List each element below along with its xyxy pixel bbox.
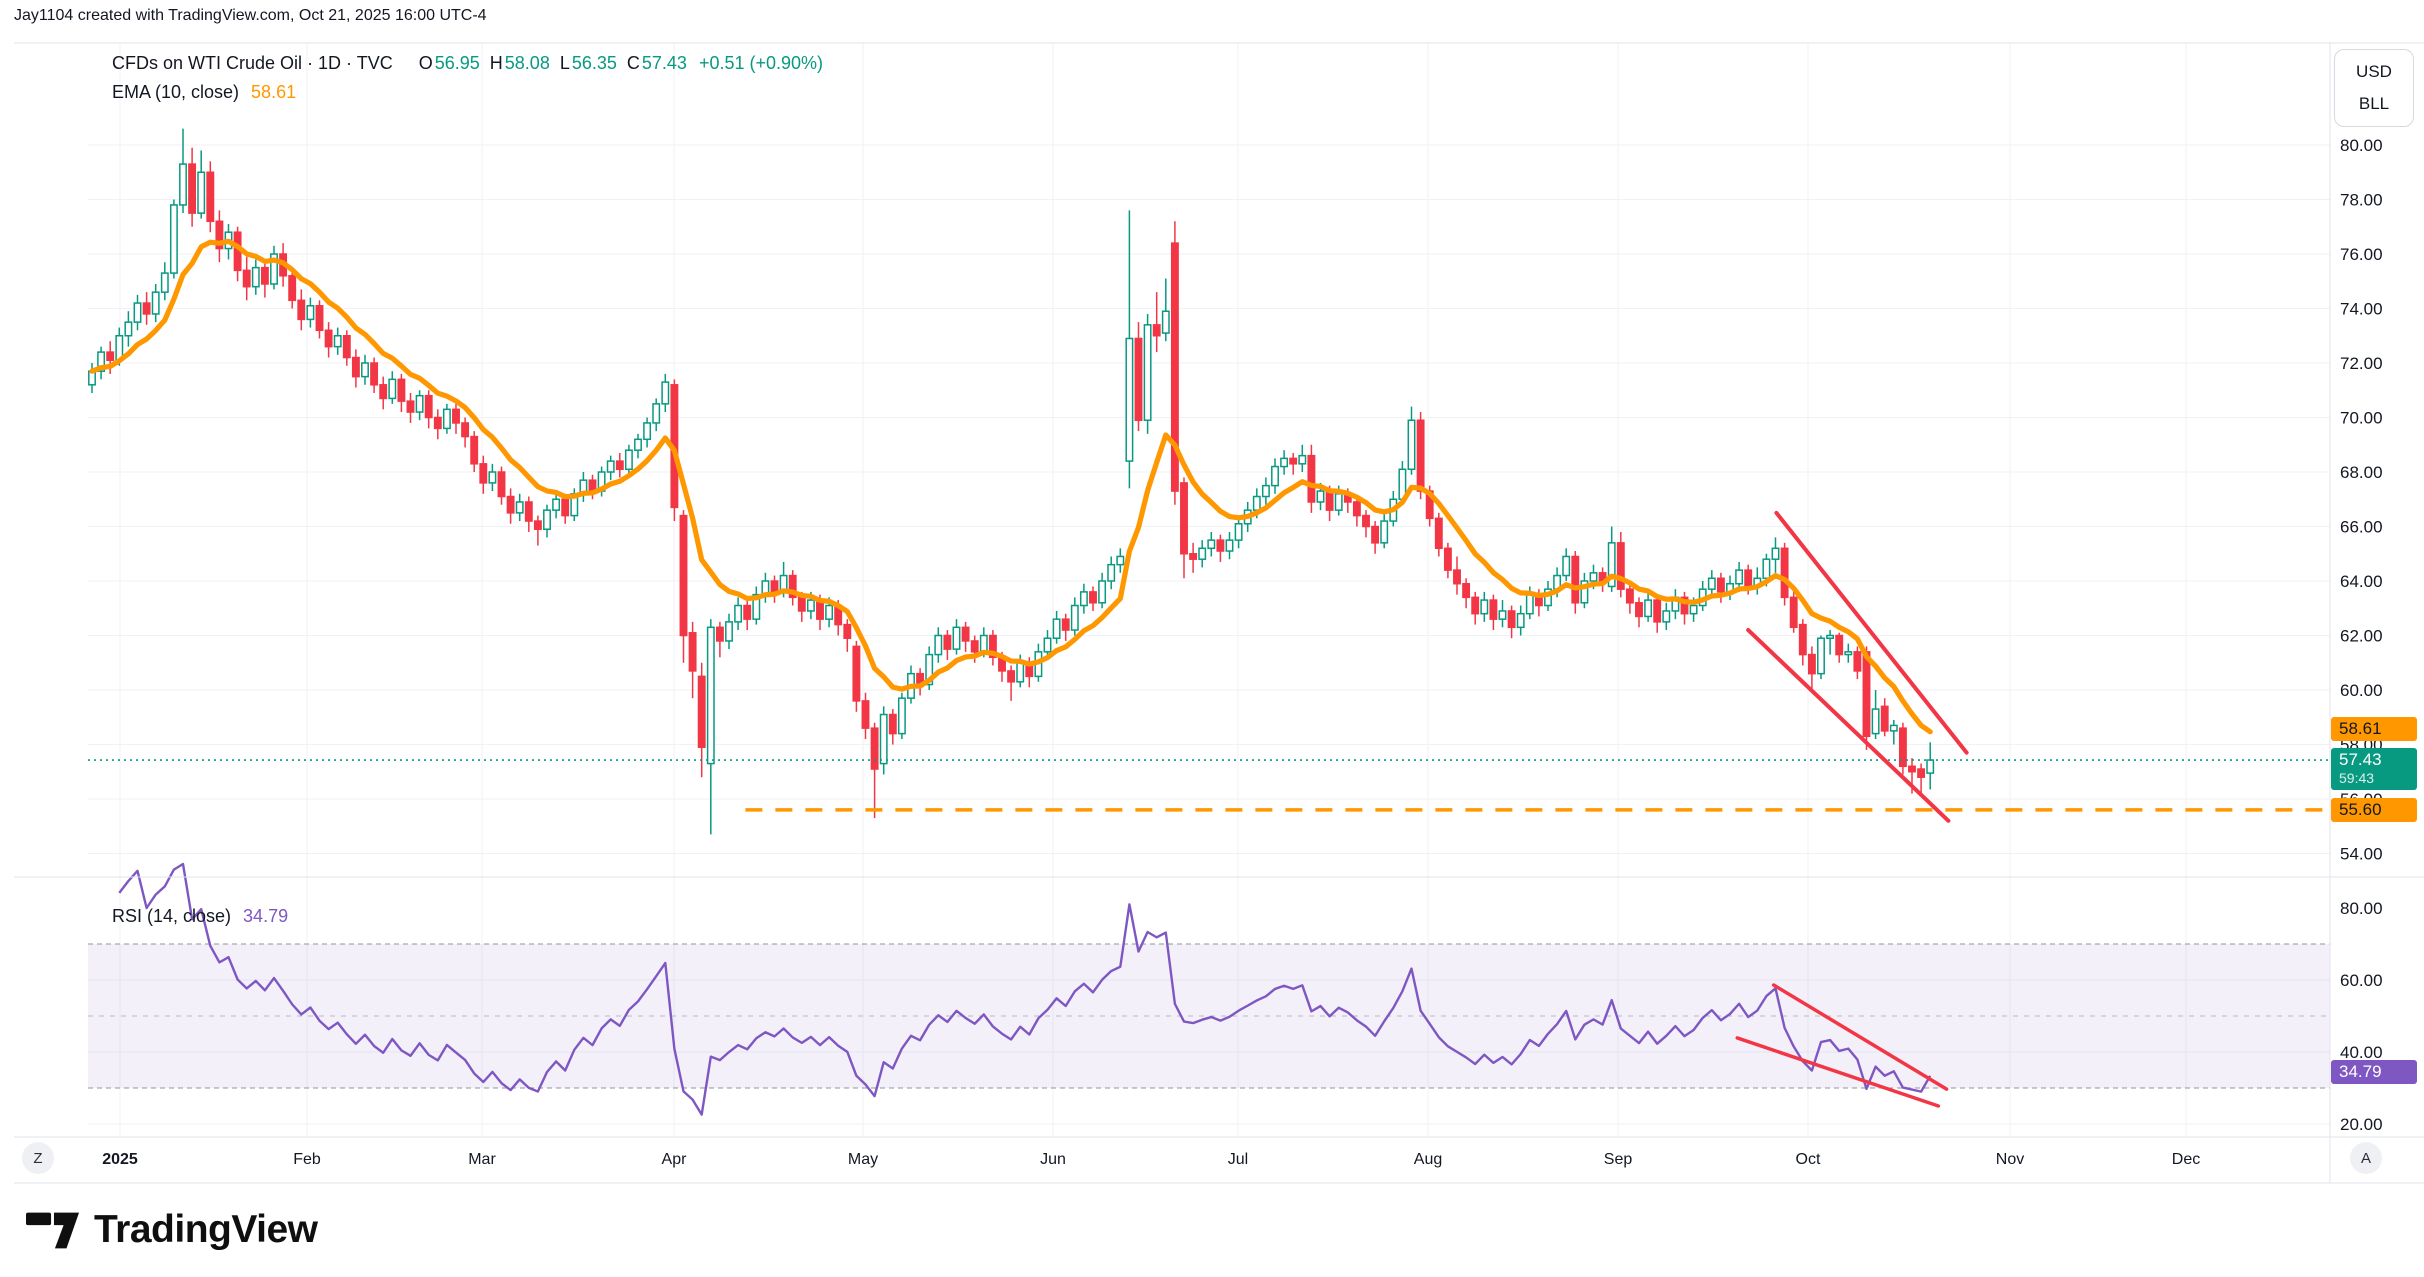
svg-text:76.00: 76.00 bbox=[2340, 245, 2383, 264]
svg-text:Jun: Jun bbox=[1040, 1151, 1066, 1168]
ema-value: 58.61 bbox=[251, 82, 297, 102]
ema-legend[interactable]: EMA (10, close) 58.61 bbox=[112, 82, 296, 103]
rsi-value: 34.79 bbox=[243, 906, 289, 926]
svg-text:72.00: 72.00 bbox=[2340, 354, 2383, 373]
close-value: 57.43 bbox=[641, 53, 687, 73]
symbol-title[interactable]: CFDs on WTI Crude Oil · 1D · TVC bbox=[112, 53, 393, 73]
price-level-lines bbox=[88, 759, 2330, 812]
tradingview-logo-icon bbox=[26, 1212, 80, 1249]
svg-text:Feb: Feb bbox=[293, 1151, 321, 1168]
pane-borders bbox=[14, 42, 2424, 1184]
svg-text:2025: 2025 bbox=[102, 1151, 138, 1168]
svg-text:Mar: Mar bbox=[468, 1151, 496, 1168]
candlestick-series bbox=[88, 128, 1935, 835]
svg-text:60.00: 60.00 bbox=[2340, 681, 2383, 700]
svg-text:60.00: 60.00 bbox=[2340, 971, 2383, 990]
rsi-label: RSI (14, close) bbox=[112, 906, 232, 926]
svg-text:54.00: 54.00 bbox=[2340, 845, 2383, 864]
svg-text:Jul: Jul bbox=[1228, 1151, 1248, 1168]
rsi-line bbox=[118, 862, 1932, 1116]
svg-text:68.00: 68.00 bbox=[2340, 463, 2383, 482]
svg-text:Sep: Sep bbox=[1604, 1151, 1633, 1168]
open-value: 56.95 bbox=[434, 53, 480, 73]
svg-text:40.00: 40.00 bbox=[2340, 1043, 2383, 1062]
svg-text:Nov: Nov bbox=[1996, 1151, 2024, 1168]
timezone-button[interactable]: Z bbox=[22, 1142, 54, 1174]
last-price-badge: 57.43 59:43 bbox=[2331, 748, 2417, 790]
svg-text:May: May bbox=[848, 1151, 878, 1168]
currency-label[interactable]: USD bbox=[2356, 62, 2392, 81]
close-label: C bbox=[626, 53, 640, 73]
axis-tick-labels: 80.00 78.00 76.00 74.00 72.00 70.00 68.00 66.00… bbox=[102, 136, 2382, 1168]
svg-text:78.00: 78.00 bbox=[2340, 191, 2383, 210]
tradingview-wordmark: TradingView bbox=[94, 1208, 318, 1251]
svg-text:Oct: Oct bbox=[1796, 1151, 1821, 1168]
svg-text:Aug: Aug bbox=[1414, 1151, 1442, 1168]
svg-text:66.00: 66.00 bbox=[2340, 518, 2383, 537]
svg-text:20.00: 20.00 bbox=[2340, 1115, 2383, 1134]
rsi-band bbox=[88, 943, 2330, 1089]
ema-price-badge: 58.61 bbox=[2331, 717, 2417, 741]
symbol-legend[interactable]: CFDs on WTI Crude Oil · 1D · TVC O 56.95… bbox=[112, 53, 823, 74]
open-label: O bbox=[418, 53, 433, 73]
attribution-text: Jay1104 created with TradingView.com, Oc… bbox=[14, 7, 487, 24]
high-value: 58.08 bbox=[504, 53, 550, 73]
svg-text:Dec: Dec bbox=[2172, 1151, 2200, 1168]
change-value: +0.51 (+0.90%) bbox=[698, 53, 824, 73]
last-price-value: 57.43 bbox=[2339, 750, 2382, 769]
svg-text:Apr: Apr bbox=[662, 1151, 688, 1168]
rsi-value-badge: 34.79 bbox=[2331, 1060, 2417, 1084]
auto-scale-button[interactable]: A bbox=[2350, 1142, 2382, 1174]
tradingview-logo[interactable]: TradingView bbox=[26, 1208, 318, 1252]
svg-text:74.00: 74.00 bbox=[2340, 300, 2383, 319]
ema-line bbox=[89, 238, 1933, 735]
gridlines bbox=[88, 43, 2330, 1137]
svg-text:80.00: 80.00 bbox=[2340, 899, 2383, 918]
currency-unit-selector[interactable]: USD BLL bbox=[2334, 49, 2414, 127]
ema-label: EMA (10, close) bbox=[112, 82, 240, 102]
svg-text:62.00: 62.00 bbox=[2340, 627, 2383, 646]
low-label: L bbox=[559, 53, 570, 73]
trendlines[interactable] bbox=[1735, 510, 1969, 1108]
bar-countdown: 59:43 bbox=[2339, 770, 2375, 786]
svg-text:70.00: 70.00 bbox=[2340, 409, 2383, 428]
unit-label[interactable]: BLL bbox=[2358, 94, 2390, 113]
svg-text:64.00: 64.00 bbox=[2340, 572, 2383, 591]
support-level-badge: 55.60 bbox=[2331, 798, 2417, 822]
rsi-legend[interactable]: RSI (14, close) 34.79 bbox=[112, 906, 288, 927]
high-label: H bbox=[489, 53, 503, 73]
svg-text:80.00: 80.00 bbox=[2340, 136, 2383, 155]
low-value: 56.35 bbox=[571, 53, 617, 73]
